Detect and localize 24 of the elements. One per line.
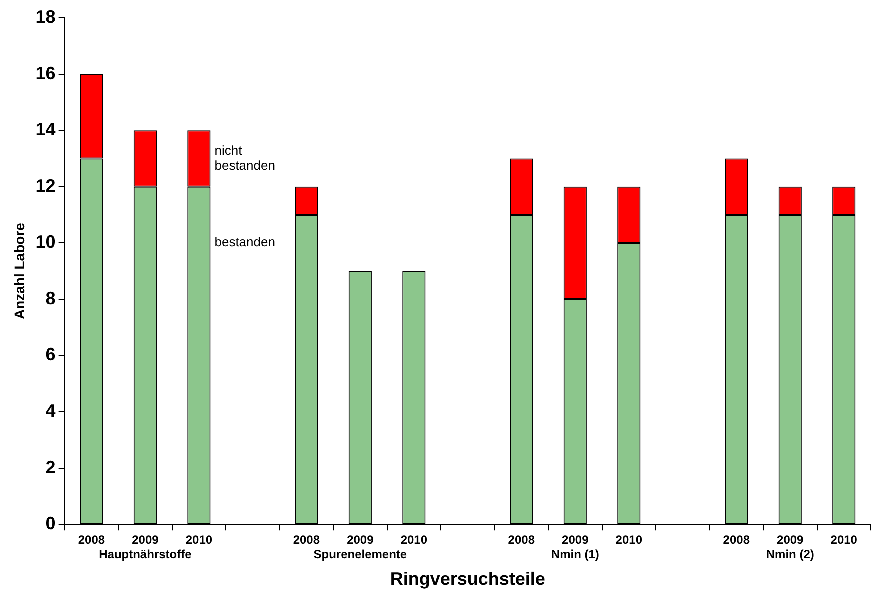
x-tick-label: 2009 Nmin (1): [551, 533, 600, 562]
y-tick-label: 0: [46, 514, 56, 534]
x-tick-label: 2010: [400, 533, 428, 548]
y-tick-label: 6: [46, 344, 56, 365]
y-tick-label: 4: [46, 400, 56, 421]
y-tick-label: 8: [46, 288, 56, 308]
y-tick-label: 2: [46, 457, 56, 478]
x-tick-label: 2010: [616, 533, 643, 548]
y-tick-label: 16: [36, 63, 56, 84]
y-axis-title: Anzahl Labore: [11, 222, 28, 320]
x-tick-label: 2008: [78, 533, 106, 548]
series-label: nicht bestanden: [214, 142, 276, 173]
x-tick-label: 2008: [293, 533, 320, 548]
y-tick-label: 10: [36, 232, 56, 252]
x-tick-label: 2008: [508, 533, 536, 548]
x-tick-label: 2010: [186, 533, 213, 548]
x-tick-label: 2009 Nmin (2): [766, 533, 814, 562]
y-tick-label: 12: [36, 176, 56, 196]
x-axis-title: Ringversuchsteile: [390, 569, 546, 590]
x-tick-label: 2008: [723, 533, 750, 548]
y-tick-label: 18: [36, 6, 56, 27]
x-tick-label: 2010: [830, 533, 858, 548]
y-tick-label: 14: [36, 120, 56, 140]
series-label: bestanden: [214, 234, 276, 250]
